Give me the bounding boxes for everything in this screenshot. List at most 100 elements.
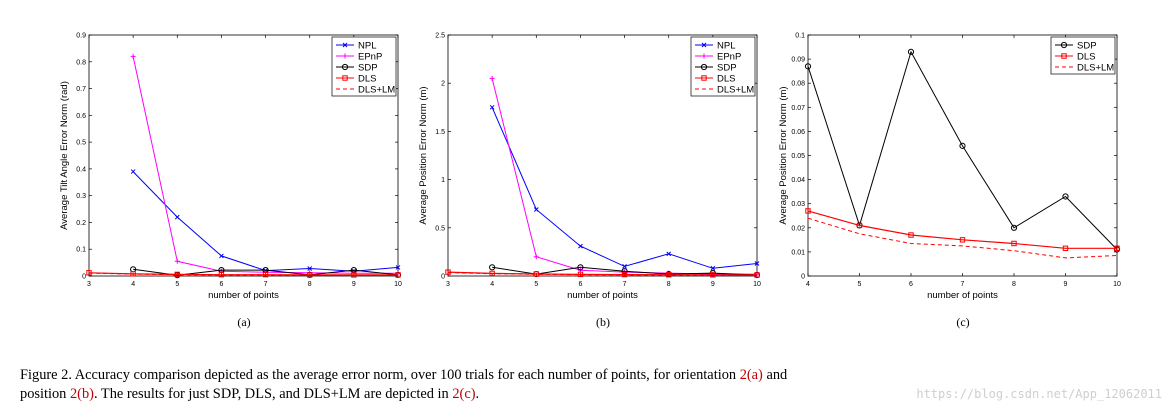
series-line-dls-lm	[447, 272, 757, 276]
data-point-dls	[908, 232, 914, 238]
caption-ref-a-link[interactable]: 2(a)	[739, 367, 763, 383]
y-tick-label: 0.5	[435, 225, 445, 232]
data-point-epnp	[489, 75, 495, 81]
x-tick-label: 7	[623, 281, 627, 288]
y-tick-label: 2.5	[435, 33, 445, 40]
subfigure-label: (a)	[237, 315, 250, 329]
y-tick-label: 0.1	[76, 247, 86, 254]
series-line-sdp	[133, 268, 399, 276]
series-line-dls-lm	[88, 272, 398, 276]
data-point-dls	[959, 237, 966, 243]
y-tick-label: 1.5	[435, 129, 445, 136]
legend-label: SDP	[358, 62, 378, 73]
figure-panels: 3 4 5 6 7 8 9 1000.10.20.30.40.50.60.70.80.9num…	[59, 33, 1121, 330]
y-axis-label: Average Position Error Norm (m)	[418, 86, 429, 224]
x-tick-label: 3	[446, 281, 450, 288]
figure-caption: Figure 2. Accuracy comparison depicted a…	[20, 366, 1170, 404]
legend-label: SDP	[717, 62, 737, 73]
y-tick-label: 0.02	[791, 225, 805, 232]
legend-label: DLS	[358, 73, 376, 84]
data-point-npl	[710, 265, 716, 271]
x-tick-label: 8	[667, 281, 671, 288]
x-tick-label: 9	[711, 281, 715, 288]
legend-marker	[341, 63, 349, 71]
x-tick-label: 9	[352, 281, 356, 288]
legend-label: DLS	[717, 73, 735, 84]
y-tick-label: 0.7	[76, 86, 86, 93]
data-point-sdp	[621, 268, 628, 275]
legend-marker	[701, 75, 707, 81]
x-tick-label: 6	[909, 281, 913, 288]
y-tick-label: 0	[441, 274, 445, 281]
legend-marker	[1060, 41, 1068, 49]
y-tick-label: 0.4	[76, 166, 86, 173]
x-tick-label: 4	[131, 281, 135, 288]
x-tick-label: 6	[219, 281, 223, 288]
y-tick-label: 0.5	[76, 140, 86, 147]
legend-marker	[701, 53, 707, 59]
data-point-npl	[307, 266, 313, 271]
x-axis-label: number of points	[208, 290, 279, 301]
y-axis-label: Average Tilt Angle Error Norm (rad)	[59, 81, 70, 230]
legend-label: DLS+LM	[358, 84, 395, 95]
x-tick-label: 10	[1113, 281, 1121, 288]
data-point-npl	[489, 104, 495, 110]
x-tick-label: 7	[264, 281, 268, 288]
y-tick-label: 0	[801, 274, 805, 281]
data-point-dls	[445, 269, 451, 275]
y-tick-label: 2	[441, 81, 445, 88]
x-tick-label: 6	[578, 281, 582, 288]
series-line-dls	[807, 210, 1117, 249]
x-tick-label: 8	[308, 281, 312, 288]
legend-label: EPnP	[358, 51, 382, 62]
y-tick-label: 0.6	[76, 113, 86, 120]
data-point-npl	[666, 251, 672, 257]
series-line-epnp	[491, 78, 757, 275]
legend-label: EPnP	[717, 51, 741, 62]
y-tick-label: 0.1	[795, 33, 805, 40]
x-tick-label: 7	[961, 281, 965, 288]
series-line-npl	[132, 171, 399, 272]
caption-line1-text: Figure 2. Accuracy comparison depicted a…	[20, 367, 740, 383]
data-point-dls	[1114, 245, 1120, 251]
y-tick-label: 0.07	[791, 105, 805, 112]
data-point-dls	[805, 208, 811, 214]
legend-label: DLS+LM	[717, 84, 754, 95]
legend-label: NPL	[717, 40, 735, 51]
y-tick-label: 0.05	[791, 153, 805, 160]
y-tick-label: 0.2	[76, 220, 86, 227]
data-point-npl	[219, 253, 224, 259]
data-point-epnp	[130, 53, 136, 59]
legend-marker	[1061, 53, 1067, 59]
y-tick-label: 0.9	[76, 33, 86, 40]
legend-marker	[342, 75, 348, 81]
legend-label: DLS	[1077, 51, 1095, 62]
caption-ref-c-link[interactable]: 2(c)	[452, 386, 476, 402]
y-tick-label: 0.3	[76, 193, 86, 200]
subfigure-label: (c)	[956, 315, 969, 329]
data-point-dls	[754, 272, 760, 278]
data-point-sdp	[907, 48, 915, 55]
caption-line2-text: . The results for just SDP, DLS, and DLS…	[93, 386, 453, 402]
y-tick-label: 0.01	[791, 249, 805, 256]
data-point-epnp	[174, 258, 180, 264]
data-point-npl	[395, 265, 401, 270]
legend-label: SDP	[1077, 40, 1097, 51]
x-tick-label: 5	[858, 281, 862, 288]
x-tick-label: 5	[534, 281, 538, 288]
caption-ref-b-link[interactable]: 2(b)	[69, 386, 94, 402]
data-point-npl	[174, 214, 180, 220]
x-axis-label: number of points	[927, 290, 998, 301]
chart-panel-3: 4 5 6 7 8 9 10 0 0.01 0.02 0.03 0.04 0.05 0.06 0.07 0.0…	[778, 33, 1121, 330]
series-line-dls-lm	[807, 217, 1118, 259]
data-point-dls	[130, 271, 136, 277]
y-tick-label: 0.03	[791, 201, 805, 208]
data-point-npl	[130, 169, 136, 174]
y-tick-label: 0.04	[791, 177, 805, 184]
data-point-dls	[856, 222, 863, 229]
data-point-npl	[578, 243, 583, 249]
legend-marker	[701, 42, 707, 48]
plot-area	[88, 34, 399, 277]
subfigure-label: (b)	[596, 315, 610, 329]
